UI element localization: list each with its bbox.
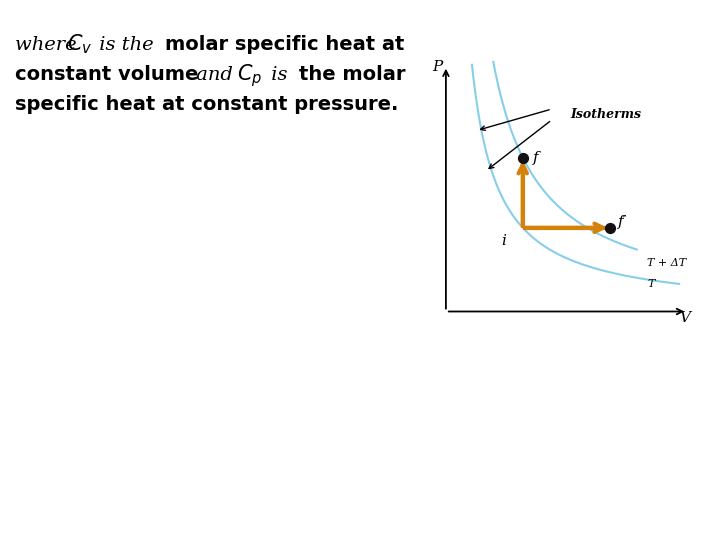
Text: T: T (647, 279, 654, 289)
Text: T + ΔT: T + ΔT (647, 258, 686, 268)
Text: i: i (502, 234, 506, 248)
Text: $C_p$: $C_p$ (237, 62, 262, 89)
Text: where: where (15, 36, 83, 54)
Text: f: f (534, 151, 539, 165)
Text: and: and (190, 66, 239, 84)
Point (517, 153, 528, 162)
Text: Isotherms: Isotherms (570, 108, 642, 121)
Text: constant volume: constant volume (15, 65, 199, 84)
Text: f′: f′ (618, 215, 627, 230)
Text: is the: is the (93, 36, 160, 54)
Text: specific heat at constant pressure.: specific heat at constant pressure. (15, 95, 398, 114)
Point (605, 224, 616, 232)
Text: is: is (265, 66, 294, 84)
Text: P: P (433, 60, 443, 74)
Text: the molar: the molar (299, 65, 405, 84)
Text: V: V (679, 311, 690, 325)
Text: molar specific heat at: molar specific heat at (165, 35, 405, 54)
Text: $C_v$: $C_v$ (67, 32, 92, 56)
